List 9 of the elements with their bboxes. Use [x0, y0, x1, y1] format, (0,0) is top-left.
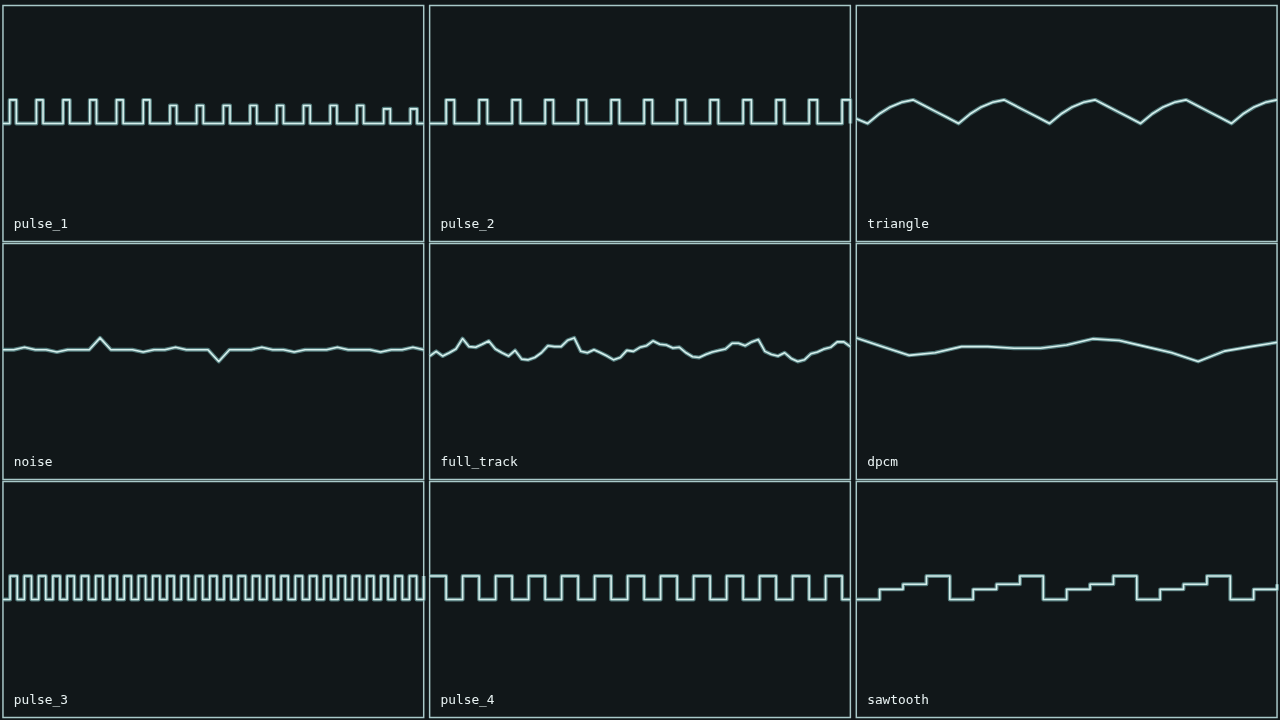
text: pulse_1 — [13, 215, 68, 231]
text: pulse_2 — [440, 215, 495, 231]
text: triangle — [867, 215, 929, 231]
text: pulse_3 — [13, 691, 68, 707]
text: noise — [13, 453, 53, 469]
text: full_track — [440, 453, 518, 469]
text: sawtooth — [867, 691, 929, 707]
text: dpcm — [867, 453, 899, 469]
text: pulse_4 — [440, 691, 495, 707]
